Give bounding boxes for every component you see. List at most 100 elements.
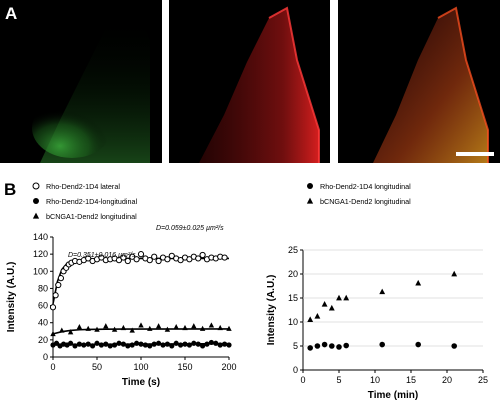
data-point	[138, 322, 144, 328]
data-point	[124, 257, 131, 265]
data-point	[221, 254, 228, 261]
data-point	[321, 301, 328, 307]
data-point	[182, 324, 188, 331]
y-tick-label: 140	[33, 232, 48, 242]
data-point	[55, 281, 62, 289]
data-point	[164, 256, 171, 263]
data-point	[173, 340, 179, 346]
y-axis-label: Intensity (A.U.)	[266, 275, 277, 346]
y-tick-label: 0	[43, 352, 48, 362]
x-tick-label: 100	[133, 362, 148, 372]
data-point	[169, 343, 175, 349]
data-point	[208, 339, 214, 346]
x-tick-label: 200	[221, 362, 236, 372]
data-point	[451, 343, 457, 349]
data-point	[49, 304, 57, 311]
data-point	[111, 326, 118, 332]
data-point	[151, 253, 158, 260]
legend-marker	[306, 197, 314, 204]
data-point	[112, 342, 118, 348]
data-point	[451, 270, 458, 277]
data-point	[151, 341, 157, 347]
data-point	[134, 340, 140, 346]
data-point	[138, 341, 144, 347]
data-point	[98, 254, 105, 261]
data-point	[67, 329, 74, 335]
data-point	[415, 341, 421, 348]
legend-label: bCNGA1-Dend2 longitudinal	[46, 212, 137, 221]
data-point	[217, 342, 223, 348]
data-point	[85, 341, 91, 347]
x-tick-label: 20	[442, 375, 452, 385]
panel-b-label: B	[4, 180, 17, 199]
data-point	[208, 322, 215, 328]
data-point	[52, 292, 59, 299]
data-point	[379, 341, 385, 348]
data-point	[120, 341, 126, 347]
data-point	[160, 342, 166, 348]
data-point	[103, 323, 109, 329]
data-point	[336, 344, 342, 350]
data-point	[217, 324, 223, 331]
data-point	[120, 254, 127, 261]
data-point	[125, 343, 131, 349]
y-tick-label: 25	[288, 245, 298, 255]
data-point	[415, 279, 422, 286]
data-point	[173, 324, 179, 330]
annotation: D=0.351±0.016 µm²/s	[68, 252, 136, 259]
data-point	[76, 341, 82, 347]
diffusion-chart-seconds: Rho-Dend2-1D4 lateral Rho-Dend2-1D4-longi…	[0, 172, 250, 408]
y-tick-label: 10	[288, 317, 298, 327]
data-point	[307, 345, 313, 351]
legend-label: Rho-Dend2-1D4 lateral	[46, 182, 120, 191]
data-point	[147, 343, 153, 349]
data-point	[107, 343, 113, 349]
x-tick-label: 150	[177, 362, 192, 372]
data-point	[191, 340, 197, 346]
data-point	[115, 257, 123, 264]
data-point	[72, 343, 78, 349]
data-point	[133, 256, 140, 263]
data-point	[81, 342, 87, 348]
data-point	[59, 327, 65, 333]
y-tick-label: 100	[33, 266, 48, 276]
data-point	[85, 325, 91, 331]
data-point	[226, 342, 232, 348]
data-point	[343, 294, 350, 301]
legend-marker	[307, 183, 313, 189]
data-point	[164, 326, 171, 332]
y-tick-label: 40	[38, 318, 48, 328]
data-point	[94, 340, 100, 346]
y-tick-label: 80	[38, 283, 48, 293]
data-point	[199, 325, 206, 331]
data-point	[314, 343, 321, 349]
data-point	[94, 326, 100, 332]
data-point	[129, 342, 135, 348]
x-tick-label: 15	[406, 375, 416, 385]
data-point	[200, 343, 206, 349]
legend-marker	[32, 212, 40, 219]
data-point	[155, 323, 162, 329]
x-tick-label: 0	[50, 362, 55, 372]
y-tick-label: 20	[38, 335, 48, 345]
annotation: D=0.059±0.025 µm²/s	[156, 225, 224, 232]
data-point	[186, 342, 192, 348]
data-point	[50, 330, 56, 337]
x-axis-label: Time (min)	[368, 390, 418, 401]
data-point	[142, 342, 148, 348]
x-tick-label: 25	[478, 375, 488, 385]
data-point	[321, 341, 328, 348]
panel-a-label: A	[5, 4, 18, 23]
legend-label: Rho-Dend2-1D4-longitudinal	[46, 197, 137, 206]
data-point	[129, 253, 136, 260]
y-axis-label: Intensity (A.U.)	[6, 262, 17, 333]
data-point	[199, 251, 206, 259]
x-tick-label: 10	[370, 375, 380, 385]
x-axis-label: Time (s)	[122, 377, 160, 388]
data-point	[307, 316, 314, 322]
legend-marker	[32, 182, 40, 190]
data-point	[343, 342, 349, 349]
x-tick-label: 50	[92, 362, 102, 372]
legend-label: Rho-Dend2-1D4 longitudinal	[320, 182, 411, 191]
data-point	[120, 324, 127, 331]
